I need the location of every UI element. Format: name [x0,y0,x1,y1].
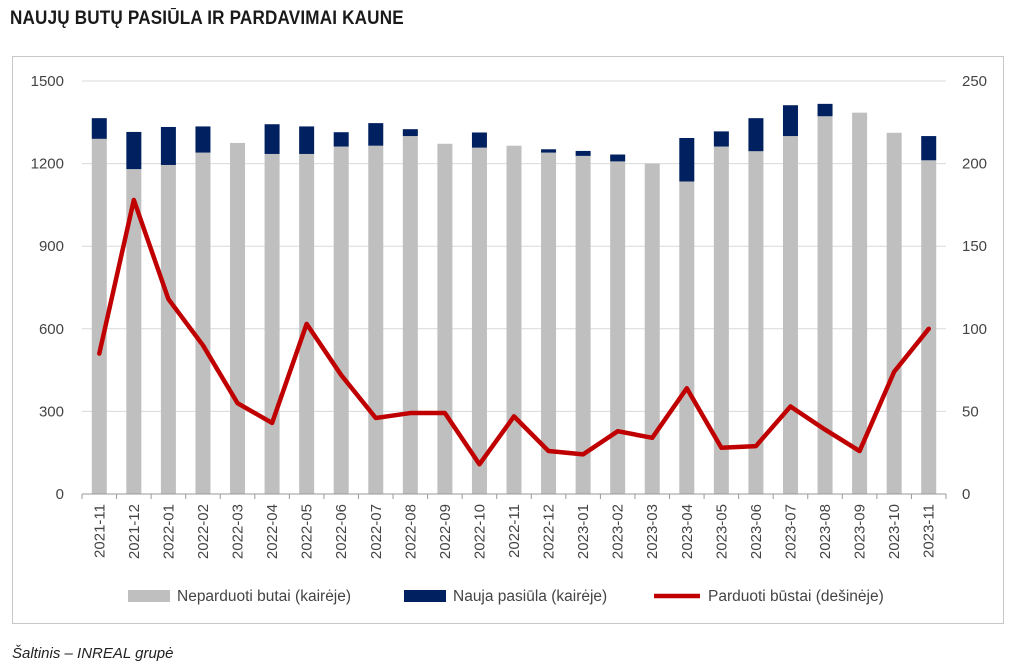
bar-unsold [402,136,418,495]
bar-new-supply [126,131,142,170]
bar-new-supply [921,136,937,161]
bar-unsold [610,161,626,494]
bar-new-supply [160,126,176,165]
sold-line [97,197,931,467]
y-left-tick-label: 0 [56,486,64,503]
bar-unsold [782,136,798,495]
legend-label-sold: Parduoti būstai (dešinėje) [708,588,884,605]
y-right-tick-label: 250 [962,73,987,90]
x-tick-label: 2022-02 [195,504,212,559]
bar-unsold [852,112,868,494]
y-right-tick-label: 0 [962,486,970,503]
bar-new-supply [299,126,315,154]
source-note: Šaltinis – INREAL grupė [12,645,174,662]
x-tick-label: 2022-03 [230,504,247,559]
bar-new-supply [817,103,833,117]
bar-unsold [91,138,107,494]
x-tick-label: 2023-05 [713,504,730,559]
y-right-tick-label: 150 [962,238,987,255]
y-right-tick-label: 100 [962,321,987,338]
bars [91,103,937,495]
x-tick-label: 2022-10 [471,504,488,559]
bar-unsold [817,116,833,494]
x-tick-label: 2022-04 [264,504,281,559]
legend-swatch-new-supply [404,590,446,602]
x-tick-label: 2023-07 [782,504,799,559]
bar-unsold [230,142,246,494]
y-left-tick-label: 600 [39,321,64,338]
legend: Neparduoti butai (kairėje) Nauja pasiūla … [128,588,884,605]
chart-title: NAUJŲ BUTŲ PASIŪLA IR PARDAVIMAI KAUNE [10,8,404,29]
bar-new-supply [333,132,349,147]
bar-unsold [195,152,211,494]
bar-new-supply [575,150,591,156]
bar-unsold [713,146,729,494]
bar-unsold [368,145,384,494]
x-tick-label: 2021-11 [91,504,108,558]
x-tick-label: 2022-12 [541,504,558,559]
bar-new-supply [368,123,384,146]
bar-new-supply [541,149,557,153]
x-tick-label: 2022-06 [333,504,350,559]
bar-unsold [748,151,764,494]
bar-new-supply [195,126,211,153]
chart-frame [12,56,1004,624]
x-tick-label: 2023-09 [852,504,869,559]
x-tick-label: 2023-01 [575,504,592,559]
bar-new-supply [713,131,729,147]
bar-new-supply [402,129,418,137]
x-tick-label: 2023-04 [679,504,696,559]
bar-new-supply [782,105,798,137]
bar-unsold [333,146,349,494]
x-tick-label: 2023-02 [610,504,627,559]
bar-new-supply [610,154,626,162]
x-tick-label: 2021-12 [126,504,143,559]
bar-unsold [471,147,487,494]
x-tick-label: 2023-11 [921,504,938,558]
bar-new-supply [91,118,107,139]
bar-unsold [541,152,557,494]
bar-new-supply [679,137,695,182]
x-tick-label: 2022-09 [437,504,454,559]
x-tick-label: 2023-08 [817,504,834,559]
bar-unsold [506,145,522,494]
bar-unsold [886,132,902,494]
x-tick-label: 2022-08 [402,504,419,559]
x-tick-label: 2023-03 [644,504,661,559]
bar-unsold [264,153,280,495]
legend-label-new-supply: Nauja pasiūla (kairėje) [453,588,607,605]
bar-new-supply [264,124,280,154]
y-right-tick-label: 200 [962,156,987,173]
bar-unsold [644,163,660,494]
y-left-tick-label: 900 [39,238,64,255]
y-left-tick-label: 300 [39,403,64,420]
bar-unsold [126,169,142,494]
bar-unsold [437,143,453,494]
x-tick-label: 2023-06 [748,504,765,559]
x-tick-label: 2022-11 [506,504,523,558]
bar-new-supply [471,132,487,148]
bar-unsold [160,164,176,494]
bar-new-supply [748,118,764,152]
legend-label-unsold: Neparduoti butai (kairėje) [177,588,351,605]
x-tick-label: 2022-01 [160,504,177,559]
y-right-tick-label: 50 [962,403,979,420]
bar-unsold [679,181,695,494]
legend-swatch-unsold [128,590,170,602]
axes: 0 300 600 900 1200 1500 0 50 100 150 200 250 2021-11… [31,73,987,559]
bar-unsold [575,155,591,494]
x-tick-label: 2023-10 [886,504,903,559]
x-tick-label: 2022-07 [368,504,385,559]
x-tick-label: 2022-05 [299,504,316,559]
y-left-tick-label: 1500 [31,73,64,90]
y-left-tick-label: 1200 [31,156,64,173]
